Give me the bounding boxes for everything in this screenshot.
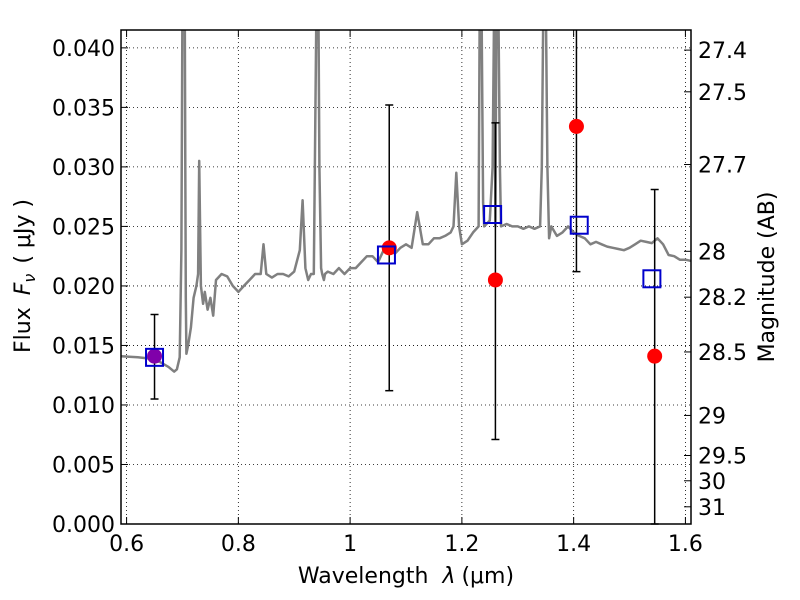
grid <box>121 30 691 525</box>
magnitude-tick-label: 31 <box>698 496 726 521</box>
x-tick-label: 1.6 <box>668 532 703 557</box>
data-point <box>381 240 397 256</box>
data-point <box>487 272 503 288</box>
y-tick-label: 0.025 <box>52 215 115 240</box>
x-tick-label: 0.6 <box>109 532 144 557</box>
spectrum-series <box>121 30 691 373</box>
magnitude-tick-label: 30 <box>698 470 726 495</box>
magnitude-tick-label: 28.2 <box>698 286 747 311</box>
x-axis-ticks: 0.6 0.8 1 1.2 1.4 1.6 <box>109 30 703 557</box>
y-axis-label: FluxFν( μJy ) <box>11 199 39 353</box>
model-box <box>642 269 662 289</box>
y-tick-label: 0.000 <box>52 513 115 538</box>
model-boxes <box>145 205 662 367</box>
magnitude-tick-label: 29 <box>698 404 726 429</box>
x-axis-label: Wavelength λ (μm) <box>298 564 514 589</box>
magnitude-axis-label: Magnitude (AB) <box>755 192 780 363</box>
x-tick-label: 1.2 <box>444 532 479 557</box>
y-tick-label: 0.015 <box>52 334 115 359</box>
model-box <box>376 245 396 265</box>
data-point <box>647 348 663 364</box>
data-point <box>147 348 163 364</box>
magnitude-tick-label: 28 <box>698 240 726 265</box>
x-tick-label: 0.8 <box>221 532 256 557</box>
data-point <box>568 118 584 134</box>
magnitude-tick-label: 29.5 <box>698 445 747 470</box>
y-tick-label: 0.020 <box>52 275 115 300</box>
y-tick-label: 0.010 <box>52 394 115 419</box>
model-box <box>569 215 589 235</box>
spectrum-line <box>121 30 691 373</box>
x-tick-label: 1.4 <box>556 532 591 557</box>
y-tick-label: 0.005 <box>52 453 115 478</box>
photometry-points <box>147 118 663 364</box>
magnitude-tick-label: 28.5 <box>698 341 747 366</box>
plot-frame <box>120 29 692 525</box>
y-tick-label: 0.035 <box>52 96 115 121</box>
y-tick-label: 0.040 <box>52 37 115 62</box>
model-box <box>145 347 165 367</box>
y-tick-label: 0.030 <box>52 156 115 181</box>
x-tick-label: 1 <box>343 532 357 557</box>
y-axis-ticks: 0.000 0.005 0.010 0.015 0.020 0.025 0.030 0.035… <box>52 37 128 538</box>
magnitude-tick-label: 27.5 <box>698 81 747 106</box>
magnitude-tick-label: 27.7 <box>698 154 747 179</box>
model-box <box>483 205 503 225</box>
magnitude-tick-label: 27.4 <box>698 39 747 64</box>
